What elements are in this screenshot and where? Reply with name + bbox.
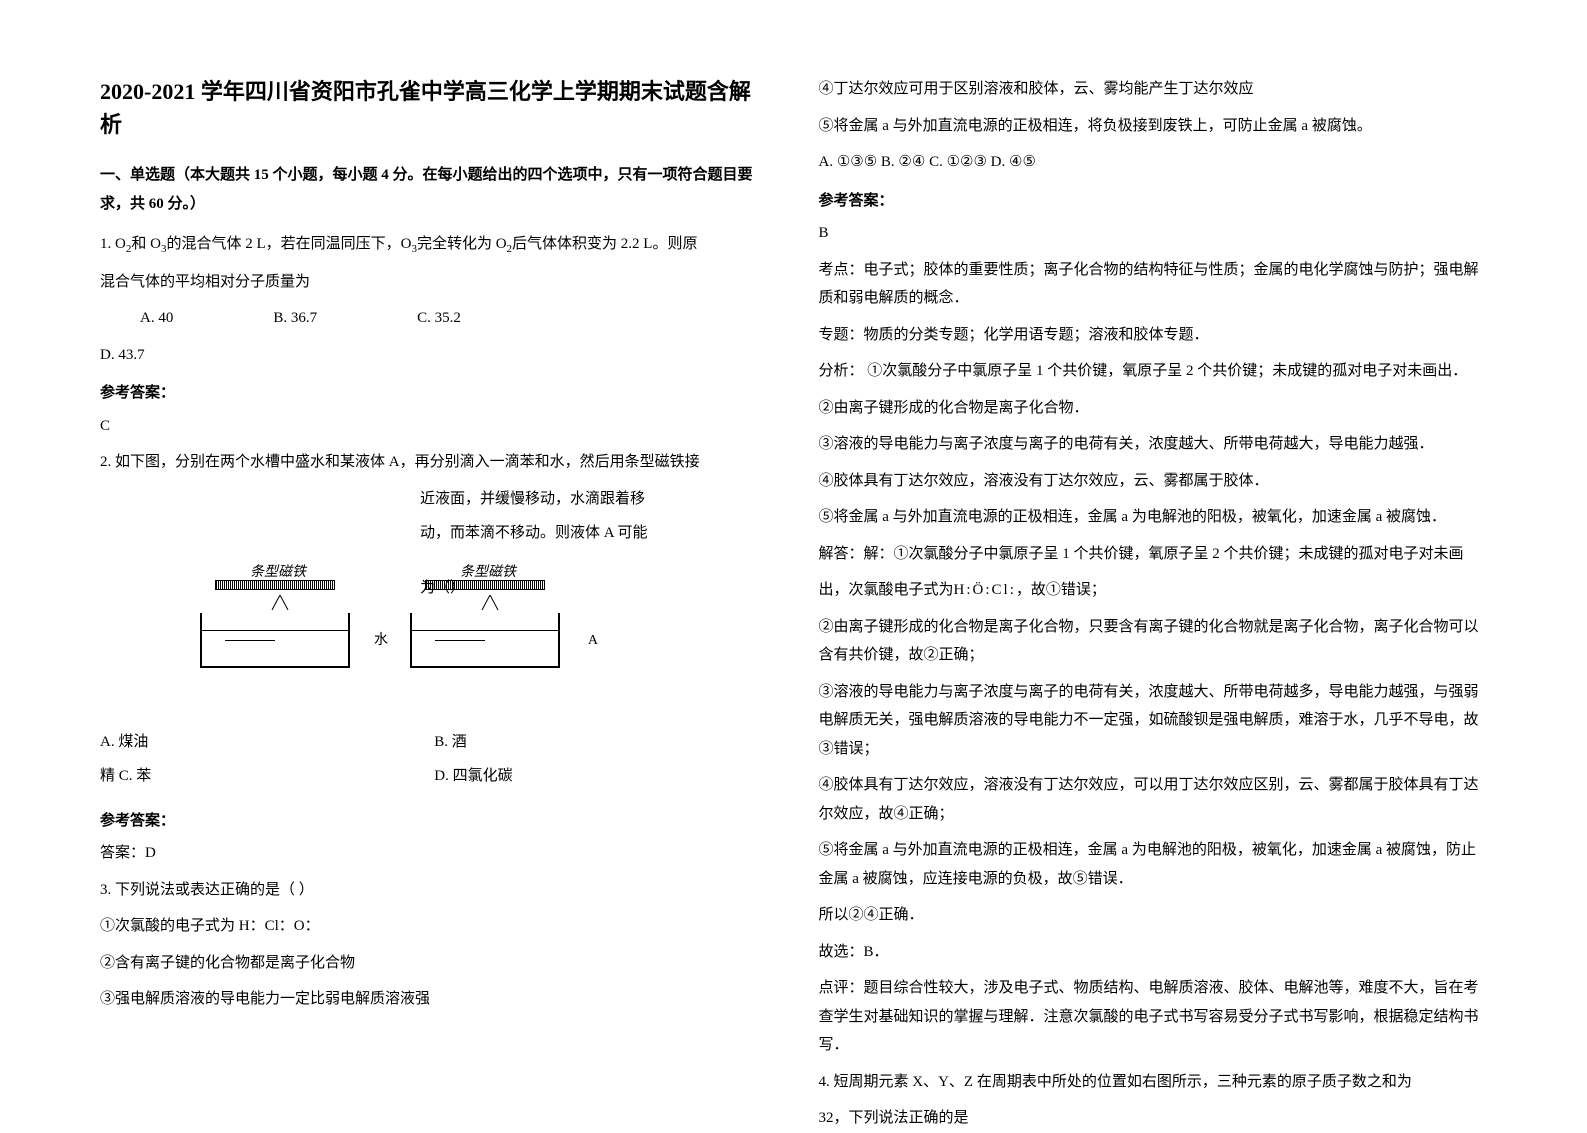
q2-opt-a: A. 煤油: [100, 728, 434, 757]
q2-opt-c: 精 C. 苯: [100, 762, 434, 791]
magnet-bar-1: [215, 580, 335, 590]
q1-line2: 混合气体的平均相对分子质量为: [100, 268, 769, 297]
q3-item1: ①次氯酸的电子式为 H：Cl：O：: [100, 912, 769, 941]
q3-dianping: 点评：题目综合性较大，涉及电子式、物质结构、电解质溶液、胶体、电解池等，难度不大…: [819, 974, 1488, 1060]
liquid-line-2: [412, 630, 558, 631]
diagram-left: 条型磁铁 水: [200, 568, 370, 668]
q2-answer: 答案：D: [100, 839, 769, 868]
q1-options: A. 40 B. 36.7 C. 35.2: [100, 304, 769, 333]
q3-suoyi: 所以②④正确．: [819, 901, 1488, 930]
q3-answer: B: [819, 219, 1488, 248]
right-column: ④丁达尔效应可用于区别溶液和胶体，云、雾均能产生丁达尔效应 ⑤将金属 a 与外加…: [819, 75, 1488, 1047]
q3-jieda5: ⑤将金属 a 与外加直流电源的正极相连，金属 a 为电解池的阳极，被氧化，加速金…: [819, 836, 1488, 893]
q2-opt-d: D. 四氯化碳: [434, 762, 768, 791]
label-a: A: [588, 628, 598, 655]
document-title: 2020-2021 学年四川省资阳市孔雀中学高三化学上学期期末试题含解析: [100, 75, 769, 141]
q3-answer-label: 参考答案：: [819, 187, 1488, 216]
question-1: 1. O2和 O3的混合气体 2 L，若在同温同压下，O3完全转化为 O2后气体…: [100, 230, 769, 260]
q3-jieda3: ③溶液的导电能力与离子浓度与离子的电荷有关，浓度越大、所带电荷越多，导电能力越强…: [819, 678, 1488, 764]
q4-line2: 32，下列说法正确的是: [819, 1104, 1488, 1133]
q3-zhuanti: 专题：物质的分类专题；化学用语专题；溶液和胶体专题．: [819, 321, 1488, 350]
section-header: 一、单选题（本大题共 15 个小题，每小题 4 分。在每小题给出的四个选项中，只…: [100, 161, 769, 218]
diagram-container: 条型磁铁 水 条型磁铁 A: [200, 568, 769, 668]
q3-fx5: ⑤将金属 a 与外加直流电源的正极相连，金属 a 为电解池的阳极，被氧化，加速金…: [819, 503, 1488, 532]
droplet-1: [270, 595, 290, 625]
q1-answer: C: [100, 412, 769, 441]
q3-options: A. ①③⑤ B. ②④ C. ①②③ D. ④⑤: [819, 148, 1488, 177]
q1-opt-b: B. 36.7: [273, 304, 317, 333]
question-4: 4. 短周期元素 X、Y、Z 在周期表中所处的位置如右图所示，三种元素的原子质子…: [819, 1068, 1488, 1097]
q3-jieda2: ②由离子键形成的化合物是离子化合物，只要含有离子键的化合物就是离子化合物，离子化…: [819, 613, 1488, 670]
q3-item3: ③强电解质溶液的导电能力一定比弱电解质溶液强: [100, 985, 769, 1014]
q1-answer-label: 参考答案：: [100, 379, 769, 408]
q2-options: A. 煤油 B. 酒 精 C. 苯 D. 四氯化碳: [100, 728, 769, 797]
label-water: 水: [374, 628, 388, 655]
q1-opt-a: A. 40: [140, 304, 173, 333]
left-column: 2020-2021 学年四川省资阳市孔雀中学高三化学上学期期末试题含解析 一、单…: [100, 75, 769, 1047]
q3-fx3: ③溶液的导电能力与离子浓度与离子的电荷有关，浓度越大、所带电荷越大，导电能力越强…: [819, 430, 1488, 459]
q3-jieda4: ④胶体具有丁达尔效应，溶液没有丁达尔效应，可以用丁达尔效应区别，云、雾都属于胶体…: [819, 771, 1488, 828]
q3-jieda1-cont: 出，次氯酸电子式为H:Ö:Cl:，故①错误；: [819, 576, 1488, 605]
droplet-2: [480, 595, 500, 625]
diagram-right: 条型磁铁 A: [410, 568, 580, 668]
q3-fx4: ④胶体具有丁达尔效应，溶液没有丁达尔效应，云、雾都属于胶体．: [819, 467, 1488, 496]
q3-fenxi: 分析： ①次氯酸分子中氯原子呈 1 个共价键，氧原子呈 2 个共价键；未成键的孤…: [819, 357, 1488, 386]
liquid-line-1: [202, 630, 348, 631]
q3-kaodian: 考点：电子式；胶体的重要性质；离子化合物的结构特征与性质；金属的电化学腐蚀与防护…: [819, 256, 1488, 313]
q1-opt-d: D. 43.7: [100, 341, 769, 370]
q2-opt-b: B. 酒: [434, 728, 768, 757]
q2-line3: 动，而苯滴不移动。则液体 A 可能: [420, 519, 769, 548]
q1-opt-c: C. 35.2: [417, 304, 461, 333]
q2-answer-label: 参考答案：: [100, 807, 769, 836]
liquid-line2-1: [225, 640, 275, 641]
q3-guxuan: 故选：B．: [819, 938, 1488, 967]
q3-item5: ⑤将金属 a 与外加直流电源的正极相连，将负极接到废铁上，可防止金属 a 被腐蚀…: [819, 112, 1488, 141]
q3-item4: ④丁达尔效应可用于区别溶液和胶体，云、雾均能产生丁达尔效应: [819, 75, 1488, 104]
question-3: 3. 下列说法或表达正确的是（ ）: [100, 876, 769, 905]
q3-jieda1: 解答：解：①次氯酸分子中氯原子呈 1 个共价键，氧原子呈 2 个共价键；未成键的…: [819, 540, 1488, 569]
q3-item2: ②含有离子键的化合物都是离子化合物: [100, 949, 769, 978]
liquid-line2-2: [435, 640, 485, 641]
question-2: 2. 如下图，分别在两个水槽中盛水和某液体 A，再分别滴入一滴苯和水，然后用条型…: [100, 448, 769, 477]
magnet-bar-2: [425, 580, 545, 590]
q3-fx2: ②由离子键形成的化合物是离子化合物．: [819, 394, 1488, 423]
q1-text: 1. O: [100, 236, 126, 252]
formula-icon: H:Ö:Cl:: [954, 576, 1016, 605]
q2-line2: 近液面，并缓慢移动，水滴跟着移: [420, 485, 769, 514]
